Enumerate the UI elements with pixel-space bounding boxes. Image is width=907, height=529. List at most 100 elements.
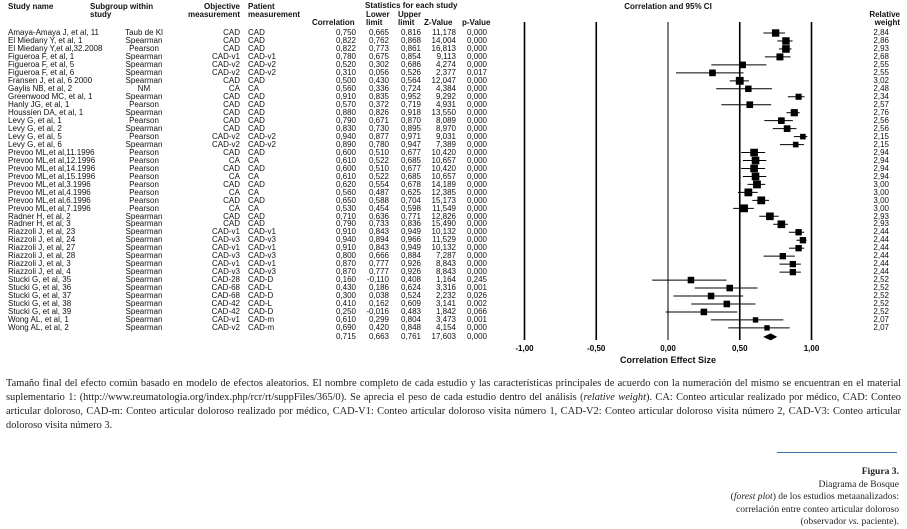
objective: CAD-v2 — [211, 323, 240, 333]
objective: CAD-v2 — [211, 131, 240, 141]
effect-marker — [766, 212, 774, 221]
patient: CAD-v3 — [248, 267, 277, 277]
subgroup: Spearman — [125, 251, 163, 261]
correlation: 0,910 — [335, 243, 356, 253]
z-value: 14,189 — [431, 179, 456, 189]
correlation: 0,600 — [335, 147, 356, 157]
relative-weight: 2,44 — [873, 227, 889, 237]
relative-weight: 2,94 — [873, 155, 889, 165]
lower-limit: 0,671 — [368, 115, 389, 125]
z-value: 10,132 — [431, 243, 456, 253]
objective: CAD-v3 — [211, 235, 240, 245]
x-tick-label: 0,00 — [660, 344, 676, 353]
z-value: 1,164 — [435, 275, 456, 285]
effect-marker — [789, 260, 797, 268]
relative-weight: 2,44 — [873, 251, 889, 261]
study-name: Riazzoli J, et al, 3 — [8, 259, 71, 269]
relative-weight: 2,15 — [873, 139, 889, 149]
relative-weight: 2,93 — [873, 219, 889, 229]
objective: CAD-v1 — [211, 259, 240, 269]
objective: CA — [228, 203, 240, 213]
study-name: Figueroa F, et al, 1 — [8, 52, 75, 62]
objective: CAD — [223, 219, 240, 229]
effect-marker — [739, 61, 746, 69]
z-value: 8,843 — [435, 259, 456, 269]
patient: CAD-L — [248, 299, 273, 309]
objective: CAD-v1 — [211, 243, 240, 253]
objective: CAD-42 — [211, 299, 240, 309]
effect-marker — [752, 317, 759, 323]
upper-limit: 0,949 — [400, 243, 421, 253]
header-upper: Upper limit — [398, 10, 422, 27]
subgroup: Spearman — [125, 235, 163, 245]
patient: CA — [248, 187, 260, 197]
patient: CAD-v1 — [248, 227, 277, 237]
objective: CAD — [223, 44, 240, 54]
objective: CAD — [223, 76, 240, 86]
correlation: 0,790 — [335, 219, 356, 229]
patient: CAD — [248, 195, 265, 205]
upper-limit: 0,861 — [400, 44, 421, 54]
correlation: 0,910 — [335, 91, 356, 101]
subgroup: Pearson — [129, 155, 159, 165]
subgroup: Spearman — [125, 259, 163, 269]
objective: CA — [228, 187, 240, 197]
upper-limit: 0,564 — [400, 76, 421, 86]
lower-limit: 0,038 — [368, 291, 389, 301]
patient: CAD-v1 — [248, 52, 277, 62]
patient: CAD — [248, 179, 265, 189]
z-value: 4,154 — [435, 323, 456, 333]
study-name: Radner H, et al, 3 — [8, 219, 71, 229]
lower-limit: 0,522 — [368, 171, 389, 181]
upper-limit: 0,771 — [400, 211, 421, 221]
z-value: 7,287 — [435, 251, 456, 261]
lower-limit: 0,762 — [368, 36, 389, 46]
z-value: 8,970 — [435, 123, 456, 133]
upper-limit: 0,686 — [400, 60, 421, 70]
study-name: Levy G, et al, 6 — [8, 139, 62, 149]
patient: CAD — [248, 115, 265, 125]
lower-limit: 0,372 — [368, 99, 389, 109]
correlation: 0,570 — [335, 99, 356, 109]
patient: CAD-D — [248, 307, 274, 317]
relative-weight: 2,68 — [873, 52, 889, 62]
relative-weight: 3,00 — [873, 203, 889, 213]
effect-marker — [771, 29, 780, 37]
figure-text: ) de los estudios metaanalizados: correl… — [735, 491, 899, 528]
upper-limit: 0,598 — [400, 203, 421, 213]
upper-limit: 0,952 — [400, 91, 421, 101]
objective: CAD — [223, 107, 240, 117]
effect-marker — [782, 37, 790, 45]
patient: CAD-v3 — [248, 235, 277, 245]
effect-marker — [783, 125, 791, 132]
objective: CAD-42 — [211, 307, 240, 317]
subgroup: Spearman — [125, 60, 163, 70]
upper-limit: 0,870 — [400, 115, 421, 125]
effect-marker — [746, 101, 754, 109]
upper-limit: 0,704 — [400, 195, 421, 205]
relative-weight: 2,57 — [873, 99, 889, 109]
subgroup: Spearman — [125, 123, 163, 133]
subgroup: Spearman — [125, 283, 163, 293]
z-value: 9,292 — [435, 91, 456, 101]
effect-marker — [799, 237, 807, 244]
figure-caption: Figura 3. Diagrama de Bosque (forest plot)… — [730, 466, 899, 528]
z-value: 3,473 — [435, 315, 456, 325]
lower-limit: 0,877 — [368, 131, 389, 141]
study-name: Riazzoli J, et al, 24 — [8, 235, 76, 245]
p-value: 0,000 — [466, 219, 487, 229]
relative-weight: 2,44 — [873, 243, 889, 253]
z-value: 8,089 — [435, 115, 456, 125]
correlation: 0,800 — [335, 251, 356, 261]
lower-limit: 0,780 — [368, 139, 389, 149]
patient: CA — [248, 83, 260, 93]
effect-marker — [779, 252, 786, 260]
study-name: Levy G, et al, 5 — [8, 131, 62, 141]
effect-marker — [757, 196, 766, 205]
correlation: 0,910 — [335, 227, 356, 237]
z-value: 10,657 — [431, 155, 456, 165]
effect-marker — [700, 308, 708, 316]
effect-marker — [750, 164, 758, 173]
effect-marker — [778, 117, 785, 124]
patient: CAD — [248, 91, 265, 101]
